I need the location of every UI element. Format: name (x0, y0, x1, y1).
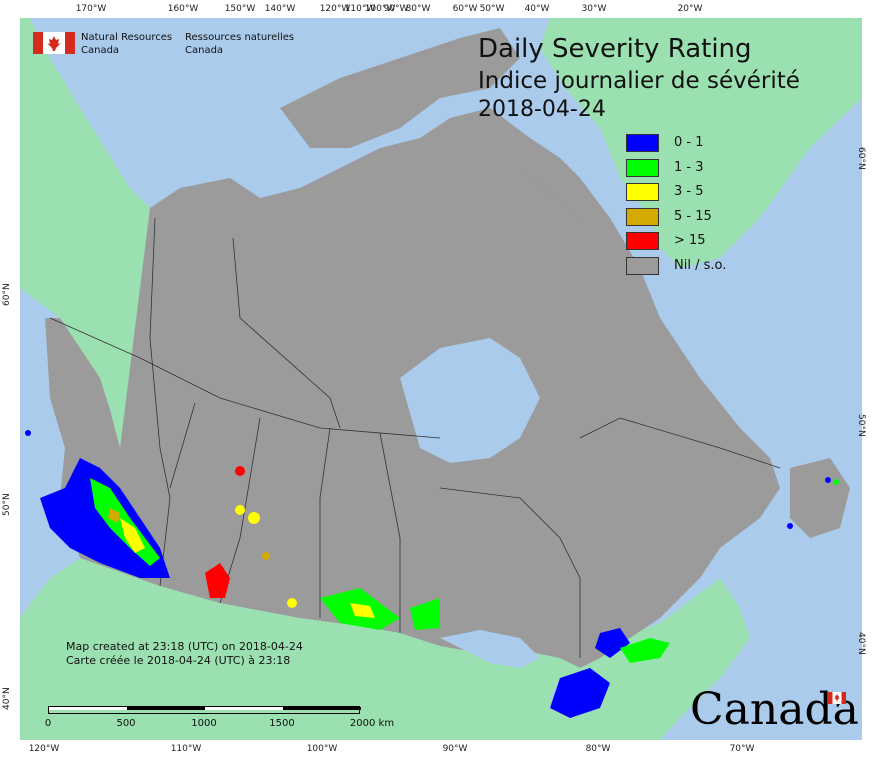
tick-bottom: 120°W (28, 744, 60, 754)
tick-top: 80°W (405, 4, 431, 14)
tick-top: 140°W (264, 4, 296, 14)
tick-bottom: 70°W (729, 744, 755, 754)
legend-label: 1 - 3 (674, 159, 704, 175)
agency-name-fr: Ressources naturelles Canada (185, 31, 294, 57)
tick-top: 120°W (319, 4, 351, 14)
agency-name-fr-line1: Ressources naturelles (185, 32, 295, 43)
map-title-en: Daily Severity Rating (478, 34, 752, 64)
scale-label: 500 (116, 718, 136, 729)
legend-swatch (626, 256, 659, 275)
baffin-island (460, 168, 620, 318)
wordmark-flag-icon (828, 692, 846, 704)
tick-top: 30°W (581, 4, 607, 14)
map-title-fr: Indice journalier de sévérité (478, 68, 800, 94)
tick-top: 160°W (167, 4, 199, 14)
agency-name-en: Natural Resources Canada (81, 31, 172, 57)
tick-bottom: 90°W (442, 744, 468, 754)
map-frame (20, 18, 862, 740)
hudson-bay (400, 338, 540, 463)
legend-label: 0 - 1 (674, 135, 704, 150)
agency-name-en-line2: Canada (81, 45, 120, 56)
credit-fr: Carte créée le 2018-04-24 (UTC) à 23:18 (66, 654, 291, 667)
dsr-patches (25, 430, 839, 718)
tick-left: 60°N (2, 283, 12, 306)
tick-top: 40°W (524, 4, 550, 14)
legend-swatch (626, 158, 659, 177)
arctic-islands (280, 28, 520, 148)
scale-label: 1000 (191, 718, 217, 729)
tick-top: 100°W (364, 4, 396, 14)
tick-top: 90°W (383, 4, 409, 14)
tick-top: 50°W (479, 4, 505, 14)
tick-bottom: 110°W (170, 744, 202, 754)
tick-left: 40°N (2, 687, 12, 710)
tick-left: 50°N (2, 493, 12, 516)
legend-label: > 15 (674, 233, 706, 248)
canada-flag-icon (33, 32, 75, 54)
tick-top: 60°W (452, 4, 478, 14)
scale-label: 0 (44, 718, 52, 729)
scale-bar (48, 706, 361, 714)
legend-swatch (626, 134, 659, 152)
legend-swatch (626, 232, 659, 250)
legend-label: 5 - 15 (674, 208, 712, 224)
legend-swatch (626, 207, 659, 226)
tick-right: 60°N (856, 147, 866, 170)
scale-label: 2000 km (349, 718, 395, 729)
map-date: 2018-04-24 (478, 97, 606, 122)
agency-name-en-line1: Natural Resources (81, 32, 173, 43)
tick-top: 110°W (344, 4, 376, 14)
credit-en: Map created at 23:18 (UTC) on 2018-04-24 (66, 640, 303, 653)
legend-label: 3 - 5 (674, 184, 704, 199)
tick-right: 40°N (856, 632, 866, 655)
legend-label: Nil / s.o. (674, 257, 727, 273)
alaska-land (20, 18, 150, 448)
great-lakes (440, 630, 580, 708)
tick-top: 20°W (677, 4, 703, 14)
tick-top: 150°W (224, 4, 256, 14)
legend-swatch (626, 183, 659, 201)
tick-bottom: 100°W (306, 744, 338, 754)
tick-bottom: 80°W (585, 744, 611, 754)
tick-top: 170°W (75, 4, 107, 14)
newfoundland (790, 458, 850, 538)
tick-right: 50°N (856, 414, 866, 437)
scale-label: 1500 (269, 718, 295, 729)
agency-name-fr-line2: Canada (185, 45, 224, 56)
greenland-land (540, 18, 862, 268)
map-canvas (20, 18, 862, 740)
